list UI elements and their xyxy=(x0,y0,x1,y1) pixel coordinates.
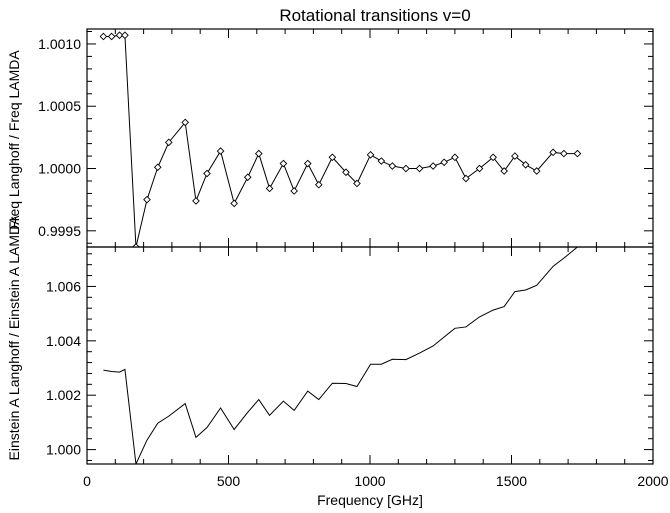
freq-ratio-point xyxy=(254,149,263,158)
freq-ratio-point xyxy=(366,150,375,159)
freq-ratio-point xyxy=(353,179,361,188)
freq-ratio-line xyxy=(103,34,578,247)
x-axis-label: Frequency [GHz] xyxy=(317,492,423,508)
freq-ratio-point xyxy=(153,163,162,172)
freq-ratio-point xyxy=(440,158,448,167)
freq-ratio-point xyxy=(164,138,173,147)
freq-ratio-y-tick-label: 1.0000 xyxy=(38,161,81,177)
einstein-ratio-x-tick-label: 500 xyxy=(217,473,241,489)
freq-ratio-series xyxy=(99,31,582,247)
freq-ratio-point xyxy=(388,162,397,170)
einstein-ratio-plot-frame xyxy=(86,246,654,465)
freq-ratio-point xyxy=(500,167,508,175)
bottom-y-axis-label: Einstein A Langhoff / Einstein A LAMDA xyxy=(6,215,22,461)
freq-ratio-point xyxy=(532,167,541,175)
top-y-axis-label: Freq Langhoff / Freq LAMDA xyxy=(6,50,22,230)
freq-ratio-point xyxy=(181,118,190,127)
freq-ratio-point xyxy=(265,184,274,193)
freq-ratio-point xyxy=(230,199,238,208)
freq-ratio-point xyxy=(451,153,459,162)
freq-ratio-point xyxy=(290,187,298,195)
freq-ratio-point xyxy=(121,31,129,40)
freq-ratio-point xyxy=(243,173,252,182)
freq-ratio-point xyxy=(560,149,568,158)
freq-ratio-y-tick-label: 0.9995 xyxy=(38,223,81,239)
freq-ratio-point xyxy=(303,159,312,168)
freq-ratio-y-axis: 0.9995 1.0000 1.0005 1.0010 xyxy=(38,30,653,244)
freq-ratio-point xyxy=(475,164,484,173)
einstein-ratio-x-axis: 0 500 1000 1500 2000 xyxy=(83,247,669,489)
einstein-ratio-x-tick-label: 1500 xyxy=(496,473,527,489)
einstein-ratio-y-tick-label: 1.002 xyxy=(46,387,81,403)
freq-ratio-point xyxy=(377,157,386,165)
einstein-ratio-panel: 1.000 1.002 1.004 1.006 0 500 1000 1500 2000 xyxy=(46,246,669,489)
freq-ratio-point xyxy=(216,147,225,155)
freq-ratio-point xyxy=(192,197,200,205)
freq-ratio-point xyxy=(143,195,151,204)
freq-ratio-x-axis xyxy=(86,29,654,247)
freq-ratio-point xyxy=(415,164,424,173)
freq-ratio-point xyxy=(115,31,124,40)
freq-ratio-point xyxy=(549,148,557,157)
einstein-ratio-y-tick-label: 1.006 xyxy=(46,278,81,294)
einstein-ratio-x-tick-label: 2000 xyxy=(637,473,668,489)
freq-ratio-point xyxy=(107,32,116,41)
freq-ratio-point xyxy=(429,162,437,170)
freq-ratio-point xyxy=(521,160,530,169)
einstein-ratio-y-tick-label: 1.000 xyxy=(46,442,81,458)
chart-title: Rotational transitions v=0 xyxy=(279,6,470,25)
freq-ratio-point xyxy=(511,152,519,160)
freq-ratio-point xyxy=(462,174,470,183)
freq-ratio-point xyxy=(342,168,350,177)
freq-ratio-point xyxy=(489,153,497,162)
freq-ratio-y-tick-label: 1.0010 xyxy=(38,36,81,52)
freq-ratio-y-tick-label: 1.0005 xyxy=(38,98,81,114)
einstein-ratio-x-tick-label: 0 xyxy=(83,473,91,489)
einstein-ratio-line xyxy=(103,247,578,464)
freq-ratio-point xyxy=(99,32,108,41)
freq-ratio-point xyxy=(132,243,140,247)
freq-ratio-panel: 0.9995 1.0000 1.0005 1.0010 xyxy=(38,28,654,248)
freq-ratio-point xyxy=(203,169,211,178)
einstein-ratio-x-tick-label: 1000 xyxy=(354,473,385,489)
freq-ratio-point xyxy=(573,149,582,158)
einstein-ratio-y-tick-label: 1.004 xyxy=(46,333,81,349)
freq-ratio-point xyxy=(279,159,288,168)
freq-ratio-point xyxy=(314,180,323,189)
freq-ratio-point xyxy=(328,153,337,162)
einstein-ratio-series xyxy=(103,247,578,464)
freq-ratio-point xyxy=(402,164,410,173)
einstein-ratio-y-axis: 1.000 1.002 1.004 1.006 xyxy=(46,253,653,461)
